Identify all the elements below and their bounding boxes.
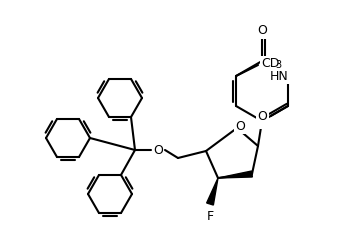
Text: O: O (235, 120, 245, 133)
Text: O: O (258, 109, 268, 123)
Text: HN: HN (270, 70, 289, 82)
Text: CD: CD (261, 57, 279, 70)
Text: F: F (206, 210, 214, 222)
Text: N: N (257, 114, 267, 127)
Polygon shape (218, 171, 252, 178)
Text: O: O (257, 25, 267, 37)
Text: 3: 3 (275, 61, 281, 71)
Text: O: O (153, 143, 163, 156)
Polygon shape (206, 178, 218, 205)
